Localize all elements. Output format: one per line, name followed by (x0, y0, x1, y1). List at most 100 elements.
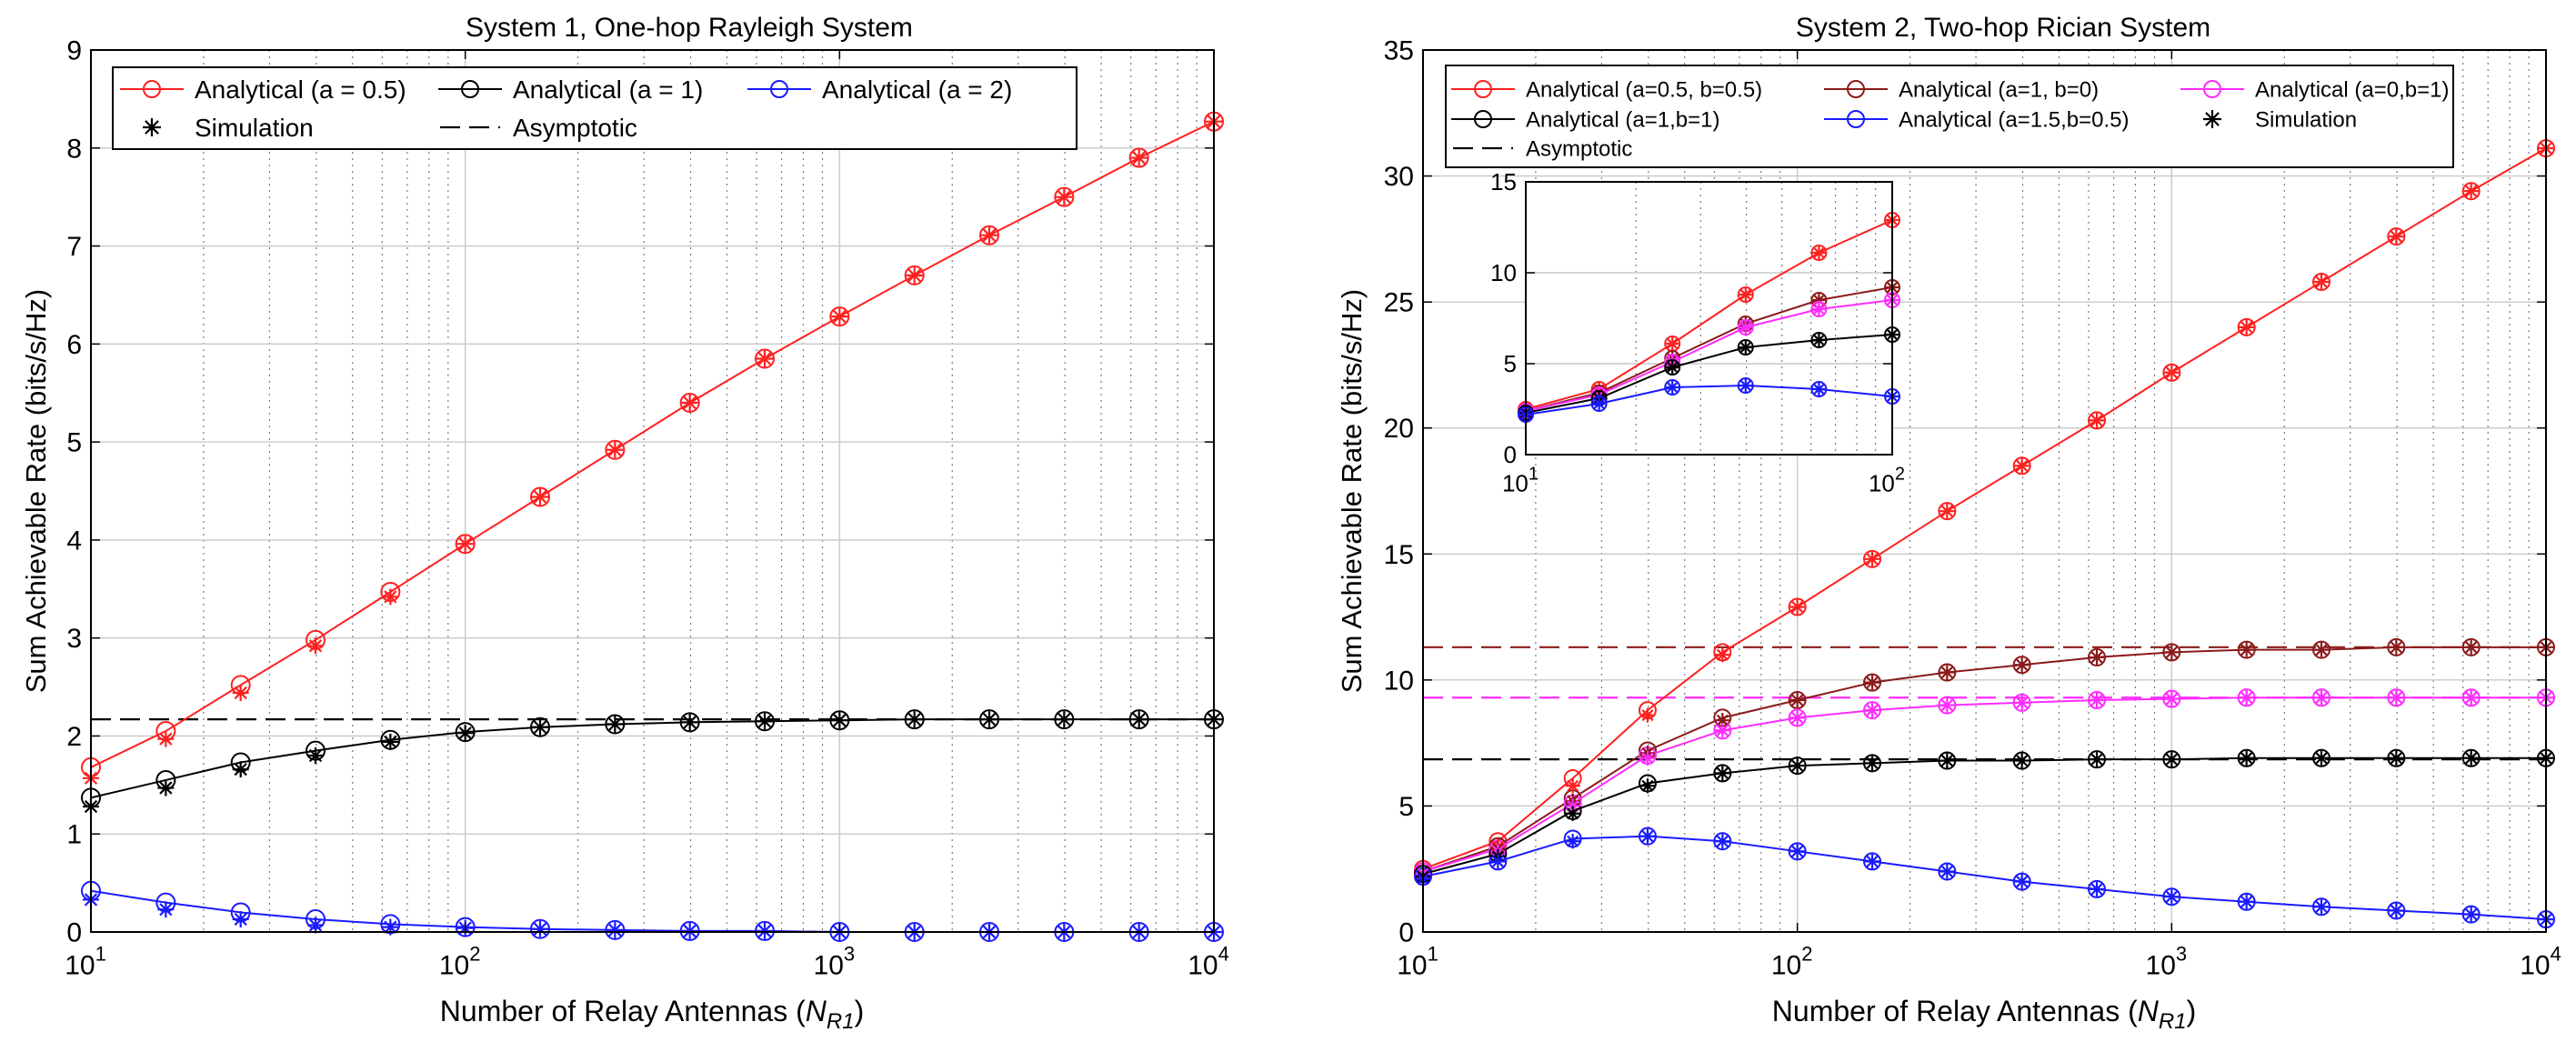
chart-2-xtick-label: 103 (2146, 943, 2188, 981)
chart-2-simulation-marker-stroke (2390, 752, 2402, 765)
chart-2-simulation-marker (2313, 274, 2330, 290)
chart-2-legend-star-sample (2203, 110, 2221, 128)
chart-1-analytical-marker (605, 714, 626, 735)
chart-1-simulation-marker-stroke (907, 268, 921, 283)
chart-2-simulation-marker (1715, 647, 1730, 663)
chart-2-simulation-marker-stroke (2165, 646, 2178, 658)
chart-2-series-line (1422, 696, 2546, 873)
chart-2-analytical-marker (2162, 750, 2181, 769)
chart-2-plot-frame (1422, 49, 2547, 933)
chart-2-analytical-marker (2461, 905, 2481, 924)
chart-1-simulation-marker (532, 488, 549, 506)
inset-xtick-label: 102 (1869, 464, 1905, 496)
chart-1-simulation-marker (681, 714, 698, 731)
inset-ytick-label: 5 (1504, 350, 1517, 377)
chart-1-simulation-marker (456, 725, 474, 742)
chart-1-simulation-marker-stroke (833, 714, 847, 727)
chart-1-legend: Analytical (a = 0.5) Analytical (a = 1) An… (112, 66, 1078, 150)
chart-2-legend-label: Asymptotic (1526, 137, 1632, 162)
chart-1-simulation-marker-stroke (308, 918, 323, 932)
chart-1-simulation-marker (532, 920, 549, 937)
chart-2-simulation-marker (1864, 675, 1880, 690)
chart-2-simulation-marker-stroke (2465, 752, 2478, 765)
inset-simulation-marker-stroke (1593, 398, 1605, 409)
chart-1-analytical-marker (979, 709, 1000, 730)
chart-2-simulation-marker (2239, 894, 2254, 909)
chart-2-simulation-marker (1940, 697, 1955, 713)
chart-1-legend-label: Analytical (a = 1) (513, 75, 703, 104)
chart-2-simulation-marker (2463, 184, 2479, 199)
chart-2-simulation-marker (2389, 903, 2404, 918)
inset-analytical-marker (1590, 396, 1608, 412)
chart-1-analytical-marker (530, 918, 551, 939)
chart-1-ytick-label: 4 (66, 526, 82, 556)
chart-1-analytical-marker (530, 486, 551, 507)
chart-1-xlabel-var: N (806, 995, 827, 1027)
chart-1-grid (90, 49, 1215, 933)
inset-analytical-marker (1664, 379, 1681, 396)
chart-1-simulation-marker-stroke (384, 590, 397, 604)
chart-2-analytical-marker (1863, 701, 1882, 720)
chart-1-simulation-marker-stroke (159, 732, 173, 746)
chart-1-ytick-label: 1 (66, 820, 82, 850)
chart-2-simulation-marker (2239, 642, 2254, 657)
chart-1-simulation-marker (757, 713, 774, 730)
chart-1-series-line (90, 120, 1215, 768)
chart-1-ytick-label: 0 (66, 918, 82, 948)
chart-1-legend-label: Simulation (195, 114, 314, 142)
chart-2-simulation-marker-stroke (2315, 752, 2328, 765)
chart-2-ytick-label: 30 (1384, 162, 1414, 192)
chart-2-analytical-marker (2162, 363, 2181, 382)
chart-2-legend-marker-sample (1847, 110, 1865, 128)
chart-1-ytick-label: 7 (66, 232, 82, 262)
chart-2-legend-star-sample-stroke (2205, 112, 2220, 126)
inset-simulation-marker-stroke (1740, 380, 1751, 391)
chart-2-simulation-marker-stroke (2240, 644, 2253, 656)
inset-analytical-marker (1737, 339, 1754, 356)
chart-1-simulation-marker-stroke (234, 686, 247, 700)
chart-2-analytical-marker (2162, 887, 2181, 907)
chart-2-analytical-marker (1863, 852, 1882, 871)
inset-analytical-marker (1664, 359, 1681, 376)
chart-2-analytical-marker (2088, 750, 2107, 769)
chart-2-analytical-marker (2461, 182, 2481, 201)
chart-2-ytick-label: 35 (1384, 36, 1414, 66)
inset-series-line (1525, 286, 1893, 412)
inset-simulation-marker (1592, 397, 1606, 410)
chart-1-simulation-marker-stroke (458, 726, 472, 740)
chart-2-simulation-marker-stroke (1940, 666, 1953, 679)
chart-2-simulation-marker-stroke (1567, 807, 1579, 820)
chart-2-simulation-marker (1940, 665, 1955, 680)
chart-1-legend-label: Analytical (a = 0.5) (195, 75, 406, 104)
chart-2-xlabel: Number of Relay Antennas (NR1) (1772, 995, 2196, 1034)
chart-2-simulation-marker (1565, 778, 1580, 794)
chart-1-simulation-marker-stroke (1132, 712, 1146, 726)
chart-2-simulation-marker (2463, 907, 2479, 922)
chart-2-simulation-marker-stroke (2315, 900, 2328, 913)
chart-2-simulation-marker-stroke (2165, 693, 2178, 706)
chart-1-analytical-marker (1054, 709, 1075, 730)
chart-2-xlabel-sub: R1 (2159, 1009, 2187, 1034)
chart-2-analytical-marker (2088, 647, 2107, 666)
inset-simulation-marker (1739, 288, 1752, 301)
chart-2-analytical-marker (1938, 502, 1957, 521)
chart-2-simulation-marker (2014, 458, 2030, 474)
chart-system-1: System 1, One-hop Rayleigh System 0 1 2 3 4 5… (20, 13, 1229, 1034)
chart-1-legend-marker-sample (770, 80, 788, 98)
chart-2-simulation-marker-stroke (2090, 694, 2103, 706)
chart-1-ytick-label: 2 (66, 722, 82, 752)
chart-2-xlabel-main: Number of Relay Antennas ( (1772, 995, 2138, 1027)
chart-1-simulation-marker-stroke (1057, 712, 1071, 726)
chart-2-analytical-marker (2012, 693, 2031, 712)
chart-1-simulation-marker-stroke (683, 716, 697, 729)
chart-2-simulation-marker-stroke (1641, 830, 1654, 843)
chart-1-xtick-label: 103 (814, 943, 856, 981)
inset-simulation-marker (1812, 303, 1826, 316)
chart-1-analytical-marker (1128, 709, 1149, 730)
chart-2-simulation-marker-stroke (2315, 691, 2328, 704)
chart-2-grid (1422, 49, 2547, 933)
chart-2-analytical-marker (1938, 663, 1957, 682)
chart-2-analytical-marker (2312, 640, 2331, 659)
chart-1-simulation-marker (1056, 188, 1073, 205)
